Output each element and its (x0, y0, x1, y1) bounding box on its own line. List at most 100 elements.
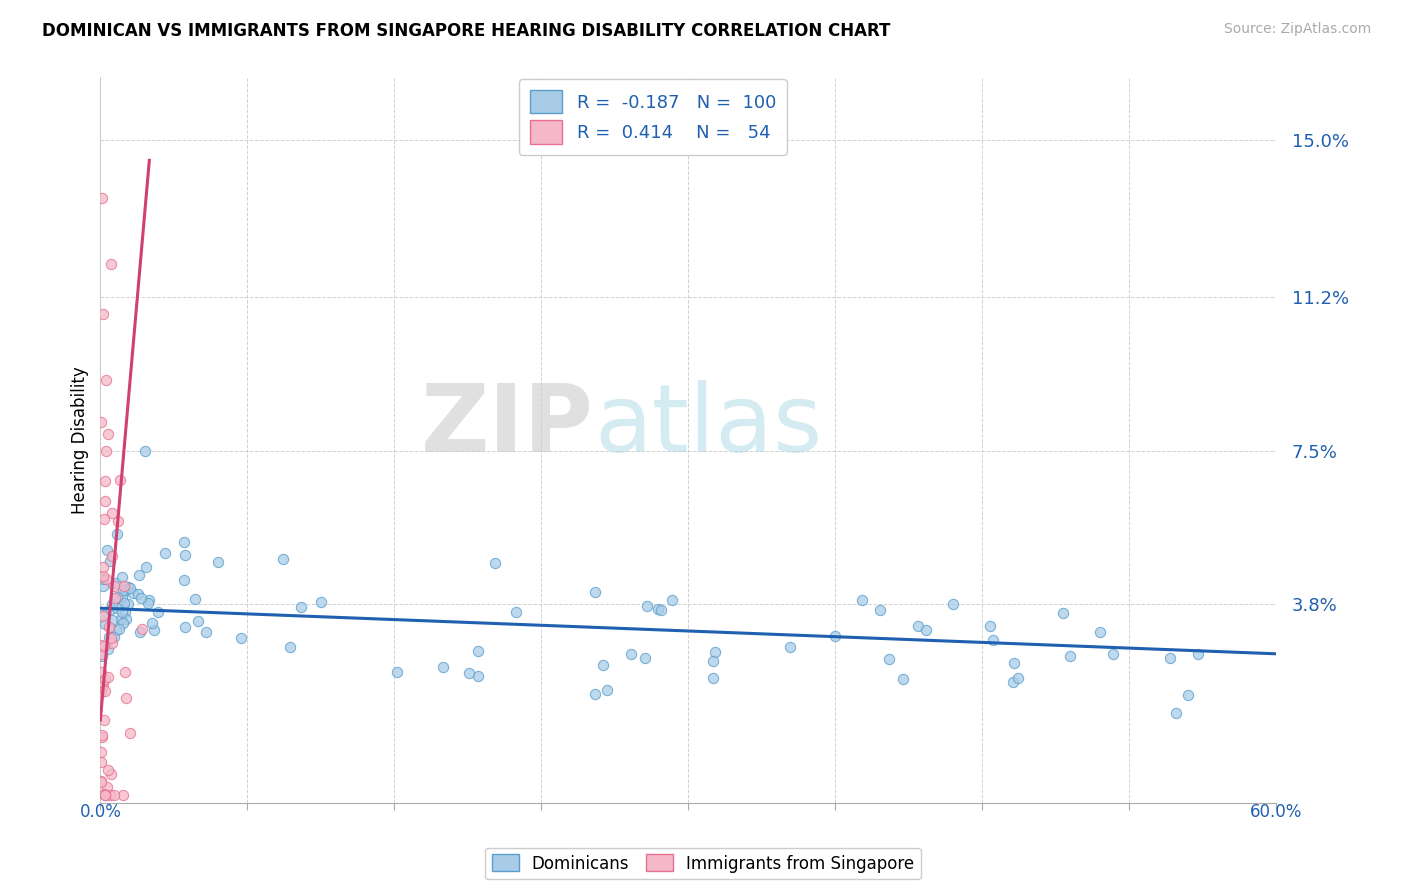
Point (278, 640, 301, 654)
Point (91, 609, 114, 624)
Point (942, 597, 965, 611)
Point (94, 572, 117, 586)
Point (647, 601, 669, 615)
Point (112, 616, 135, 631)
Point (650, 603, 672, 617)
Point (114, 665, 136, 679)
Point (195, 624, 218, 639)
Point (93, 787, 115, 801)
Point (187, 615, 209, 629)
Point (981, 632, 1004, 647)
Point (309, 595, 332, 609)
Point (96, 780, 118, 794)
Point (91, 607, 114, 622)
Point (1007, 671, 1029, 685)
Point (111, 570, 134, 584)
Point (634, 651, 657, 665)
Legend: R =  -0.187   N =  100, R =  0.414    N =   54: R = -0.187 N = 100, R = 0.414 N = 54 (519, 79, 787, 154)
Point (94, 672, 117, 686)
Point (107, 514, 129, 528)
Text: ZIP: ZIP (422, 380, 593, 472)
Point (136, 596, 159, 610)
Point (90, 674, 112, 689)
Point (1002, 675, 1025, 690)
Point (702, 654, 724, 668)
Point (101, 613, 124, 627)
Point (90, 774, 112, 789)
Point (134, 443, 156, 458)
Point (94, 494, 117, 508)
Point (103, 788, 125, 802)
Point (90, 665, 112, 679)
Point (101, 549, 124, 563)
Point (184, 592, 207, 607)
Point (97, 763, 120, 777)
Point (96, 543, 118, 558)
Text: 0.0%: 0.0% (79, 804, 121, 822)
Point (100, 636, 122, 650)
Point (141, 616, 163, 631)
Point (91, 579, 114, 593)
Point (273, 552, 295, 566)
Point (915, 624, 938, 638)
Y-axis label: Hearing Disability: Hearing Disability (72, 367, 89, 514)
Point (824, 629, 846, 643)
Point (129, 625, 152, 640)
Point (93, 788, 115, 802)
Point (112, 579, 135, 593)
Point (100, 767, 122, 781)
Point (1052, 606, 1074, 620)
Point (127, 586, 149, 600)
Point (779, 640, 801, 654)
Point (105, 590, 128, 604)
Point (97, 642, 120, 657)
Point (91, 679, 114, 693)
Point (90, 638, 112, 652)
Point (851, 593, 873, 607)
Point (90, 775, 112, 789)
Point (1002, 656, 1025, 670)
Point (979, 619, 1001, 633)
Point (131, 622, 153, 636)
Point (100, 602, 122, 616)
Point (891, 673, 914, 687)
Point (112, 596, 135, 610)
Point (97, 669, 120, 683)
Point (94, 474, 117, 488)
Point (121, 586, 143, 600)
Point (93, 788, 115, 802)
Point (128, 567, 150, 582)
Point (110, 612, 132, 626)
Point (153, 546, 176, 560)
Point (105, 527, 128, 541)
Point (98, 788, 121, 802)
Point (114, 584, 136, 599)
Point (484, 556, 506, 570)
Point (1102, 647, 1125, 661)
Point (207, 556, 229, 570)
Point (592, 658, 614, 673)
Point (110, 590, 132, 604)
Point (114, 605, 136, 619)
Point (90, 415, 112, 429)
Point (108, 473, 131, 487)
Point (98, 620, 121, 634)
Point (142, 623, 165, 637)
Point (104, 575, 127, 590)
Point (100, 257, 122, 271)
Point (90, 191, 112, 205)
Point (138, 593, 160, 607)
Point (1177, 689, 1199, 703)
Point (111, 583, 134, 598)
Point (111, 788, 134, 802)
Point (467, 644, 489, 658)
Point (1187, 647, 1209, 661)
Text: atlas: atlas (593, 380, 823, 472)
Point (432, 659, 454, 673)
Point (702, 672, 724, 686)
Point (91, 307, 114, 321)
Point (290, 599, 312, 614)
Point (94, 443, 117, 458)
Point (636, 599, 658, 614)
Point (90, 731, 112, 745)
